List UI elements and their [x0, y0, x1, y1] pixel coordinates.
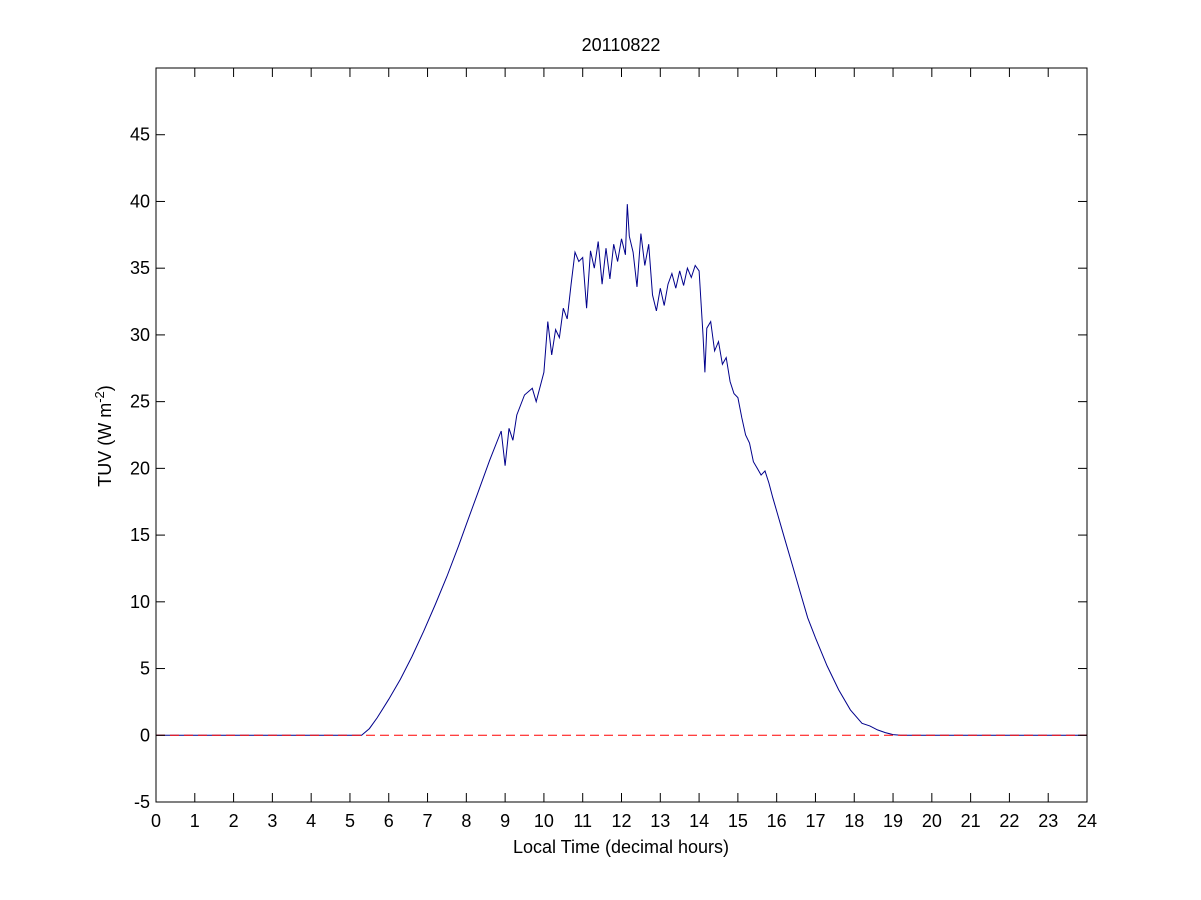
y-axis-label-close: ) [95, 385, 115, 391]
y-axis-label-main: TUV (W m [95, 403, 115, 487]
y-tick-label: 25 [130, 392, 150, 412]
x-tick-label: 12 [611, 811, 631, 831]
y-axis-label-sup: -2 [92, 391, 107, 403]
plot-frame [155, 67, 1088, 803]
tuv-series-line [156, 204, 1087, 736]
tick-layer: 0 1 2 3 4 5 6 7 8 9 10 11 12 13 14 15 16 17 18 19 20 21 22 23 24… [130, 68, 1097, 831]
y-tick-label: 0 [140, 725, 150, 745]
x-axis-label: Local Time (decimal hours) [513, 837, 729, 857]
x-tick-label: 14 [689, 811, 709, 831]
x-tick-label: 10 [534, 811, 554, 831]
x-tick-label: 23 [1038, 811, 1058, 831]
x-tick-label: 17 [805, 811, 825, 831]
y-tick-label: 45 [130, 125, 150, 145]
x-tick-label: 3 [267, 811, 277, 831]
x-tick-label: 5 [345, 811, 355, 831]
x-tick-label: 11 [573, 811, 592, 831]
x-tick-label: 20 [922, 811, 942, 831]
x-tick-label: 4 [306, 811, 316, 831]
x-tick-label: 13 [650, 811, 670, 831]
y-tick-label: 5 [140, 659, 150, 679]
x-tick-label: 21 [961, 811, 981, 831]
plot-area [156, 68, 1087, 802]
x-tick-label: 1 [190, 811, 200, 831]
x-tick-label: 8 [461, 811, 471, 831]
y-tick-label: 15 [130, 525, 150, 545]
x-tick-label: 24 [1077, 811, 1097, 831]
y-tick-label: 20 [130, 458, 150, 478]
y-tick-label: 40 [130, 191, 150, 211]
x-tick-label: 22 [999, 811, 1019, 831]
x-tick-label: 15 [728, 811, 748, 831]
x-tick-label: 7 [423, 811, 433, 831]
y-tick-label: -5 [134, 792, 150, 812]
chart-title: 20110822 [582, 35, 661, 55]
x-tick-label: 0 [151, 811, 161, 831]
y-tick-label: 10 [130, 592, 150, 612]
x-tick-label: 18 [844, 811, 864, 831]
y-tick-label: 30 [130, 325, 150, 345]
y-tick-label: 35 [130, 258, 150, 278]
y-axis-label: TUV (W m-2) [92, 385, 116, 487]
x-tick-label: 6 [384, 811, 394, 831]
x-tick-label: 16 [767, 811, 787, 831]
series-layer [156, 204, 1087, 736]
x-tick-label: 2 [229, 811, 239, 831]
x-tick-label: 19 [883, 811, 903, 831]
x-tick-label: 9 [500, 811, 510, 831]
